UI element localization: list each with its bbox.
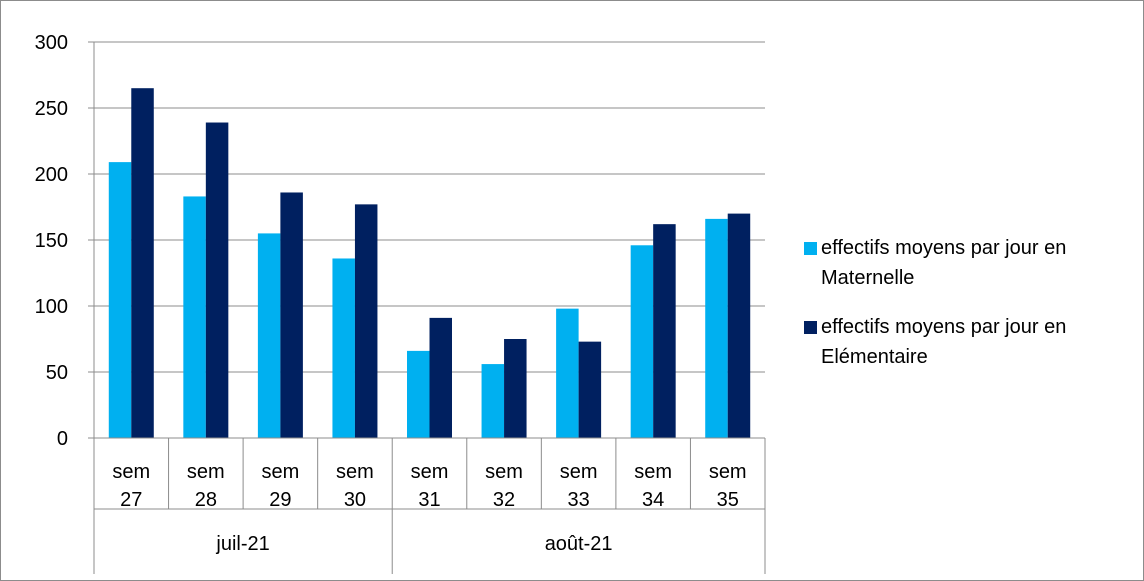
bar-maternelle [481, 364, 505, 438]
legend-swatch-elementaire [804, 321, 817, 334]
category-label-line2: 31 [418, 489, 440, 511]
legend-item-elementaire: effectifs moyens par jour en Elémentaire [804, 312, 1144, 372]
y-tick-label: 50 [46, 362, 68, 384]
bar-maternelle [407, 350, 430, 438]
bar-elementaire [280, 192, 303, 438]
category-label-line1: sem [336, 461, 374, 483]
bar-maternelle [556, 308, 579, 438]
category-label-line1: sem [560, 461, 598, 483]
category-label-line2: 35 [717, 489, 739, 511]
group-label: juil-21 [215, 533, 269, 555]
group-label: août-21 [545, 533, 613, 555]
legend-label-elementaire: effectifs moyens par jour en Elémentaire [821, 316, 1067, 368]
y-tick-label: 300 [35, 32, 68, 54]
bar-maternelle [183, 196, 206, 438]
category-label-line1: sem [634, 461, 672, 483]
category-label-line1: sem [485, 461, 523, 483]
bar-elementaire [429, 317, 452, 438]
y-tick-label: 200 [35, 164, 68, 186]
category-label-line2: 30 [344, 489, 366, 511]
y-tick-label: 0 [57, 428, 68, 450]
bar-maternelle [257, 233, 281, 438]
y-tick-label: 100 [35, 296, 68, 318]
bar-elementaire [354, 204, 378, 438]
category-label-line2: 34 [642, 489, 664, 511]
category-label-line1: sem [187, 461, 225, 483]
y-tick-label: 150 [35, 230, 68, 252]
axes [88, 41, 766, 574]
category-label-line2: 32 [493, 489, 515, 511]
bar-elementaire [653, 224, 676, 438]
bar-maternelle [705, 218, 728, 438]
bar-maternelle [630, 245, 654, 438]
legend-swatch-maternelle [804, 242, 817, 255]
bar-maternelle [332, 258, 355, 438]
category-label-line2: 27 [120, 489, 142, 511]
legend: effectifs moyens par jour en Maternelle … [804, 233, 1144, 391]
category-label-line1: sem [709, 461, 747, 483]
category-label-line2: 33 [567, 489, 589, 511]
category-label-line2: 28 [195, 489, 217, 511]
bar-elementaire [504, 339, 527, 438]
bars [108, 88, 751, 439]
category-label-line1: sem [261, 461, 299, 483]
y-tick-label: 250 [35, 98, 68, 120]
bar-maternelle [108, 162, 132, 438]
category-label-line1: sem [112, 461, 150, 483]
bar-elementaire [205, 122, 229, 439]
legend-item-maternelle: effectifs moyens par jour en Maternelle [804, 233, 1144, 293]
axis-labels: 0 50 100 150 200 250 300 sem 27 sem 28 sem 29 sem 30 se… [35, 32, 747, 555]
legend-label-maternelle: effectifs moyens par jour en Maternelle [821, 237, 1067, 289]
category-label-line2: 29 [269, 489, 291, 511]
bar-elementaire [131, 88, 154, 438]
bar-elementaire [727, 213, 751, 438]
bar-elementaire [578, 341, 602, 438]
category-label-line1: sem [411, 461, 449, 483]
